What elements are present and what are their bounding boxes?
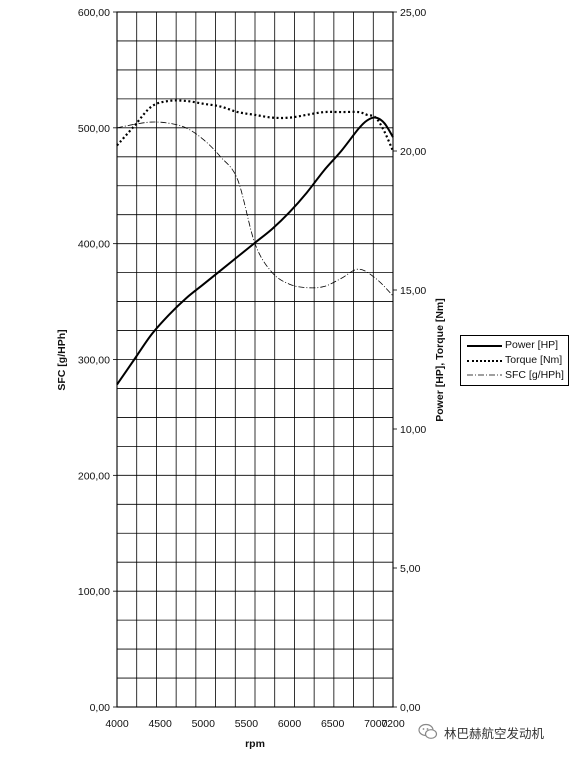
y-right-tick-label: 20,00 [400,146,426,158]
y-left-tick-label: 200,00 [78,470,110,482]
grid [116,11,394,708]
y-right-tick-label: 25,00 [400,7,426,19]
y-left-tick-label: 600,00 [78,7,110,19]
x-tick-label: 5000 [192,718,216,730]
x-tick-label: 7200 [381,718,405,730]
y-right-tick-label: 10,00 [400,424,426,436]
y-left-tick-label: 0,00 [90,702,111,714]
x-tick-label: 5500 [235,718,259,730]
y-left-tick-label: 300,00 [78,355,110,367]
x-tick-label: 6500 [321,718,345,730]
wechat-icon [418,723,438,739]
x-tick-label: 4500 [148,718,172,730]
sfc-line [116,121,394,297]
legend-label-torque: Torque [Nm] [505,354,563,366]
y-left-tick-label: 500,00 [78,123,110,135]
power-line [116,116,394,386]
y-left-axis-title: SFC [g/HPh] [56,329,68,390]
y-right-tick-label: 5,00 [400,563,421,575]
legend-item-sfc: SFC [g/HPh] [461,368,568,383]
legend: Power [HP] Torque [Nm] SFC [g/HPh] [460,335,569,386]
watermark: 林巴赫航空发动机 [418,720,544,744]
legend-label-sfc: SFC [g/HPh] [505,369,564,381]
y-left-tick-label: 400,00 [78,239,110,251]
legend-item-torque: Torque [Nm] [461,353,568,368]
x-tick-label: 6000 [278,718,302,730]
x-tick-label: 7000 [364,718,388,730]
y-left-tick-label: 100,00 [78,586,110,598]
series-layer [116,99,395,386]
x-axis-title: rpm [245,738,265,750]
y-right-tick-label: 15,00 [400,285,426,297]
legend-swatch-power [467,345,502,347]
torque-line [116,99,395,152]
legend-swatch-sfc [467,374,502,376]
legend-label-power: Power [HP] [505,339,559,351]
legend-swatch-torque [467,360,502,362]
legend-item-power: Power [HP] [461,338,568,353]
y-right-tick-label: 0,00 [400,702,421,714]
y-right-axis-title: Power [HP], Torque [Nm] [434,298,446,421]
watermark-text: 林巴赫航空发动机 [444,726,545,741]
x-tick-label: 4000 [105,718,129,730]
